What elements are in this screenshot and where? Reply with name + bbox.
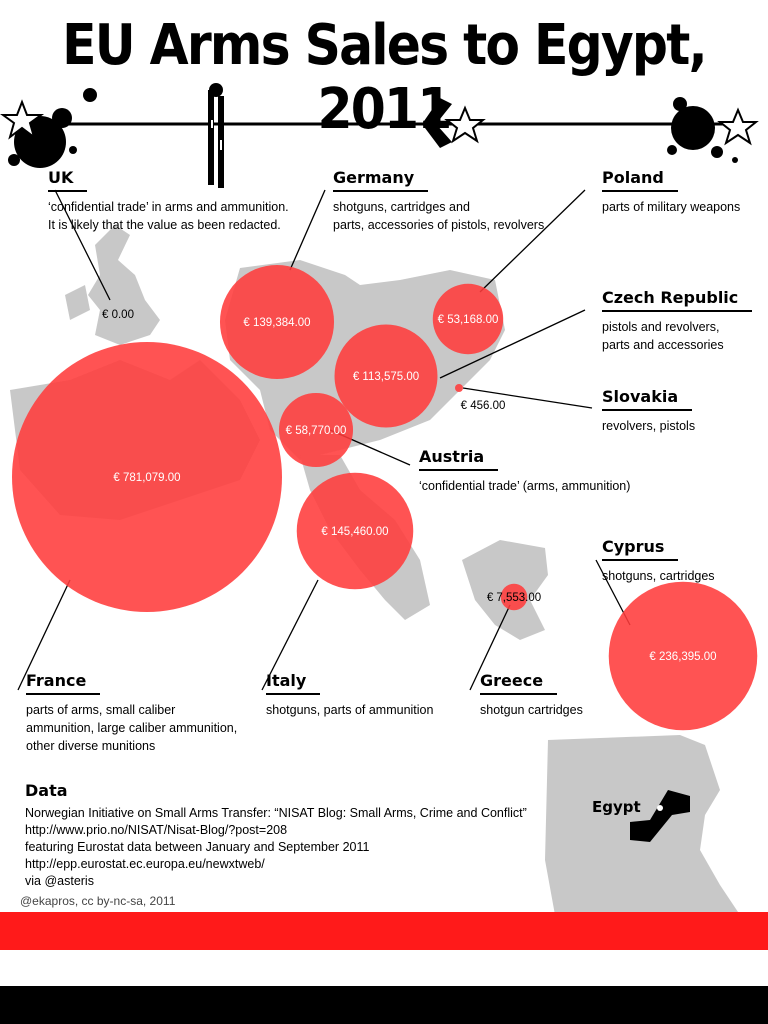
ink-splat-left-icon [0, 88, 97, 168]
value-label-austria: € 58,770.00 [286, 425, 347, 437]
red-band [0, 912, 768, 950]
egypt-label: Egypt [592, 798, 641, 816]
country-desc: shotguns, cartridges and parts, accessor… [333, 200, 545, 232]
bubble-poland [432, 283, 504, 355]
page-title: EU Arms Sales to Egypt, 2011 [62, 13, 707, 142]
country-name: Slovakia [602, 388, 693, 411]
bubbles-layer: € 0.00 € 139,384.00 € 53,168.00 € 113,575.0… [12, 264, 758, 731]
data-link[interactable]: http://epp.eurostat.ec.europa.eu/newxtwe… [25, 857, 265, 871]
value-label-czech-republic: € 113,575.00 [353, 371, 419, 383]
country-desc: ‘confidential trade’ in arms and ammunit… [48, 200, 289, 232]
data-heading: Data [25, 781, 68, 800]
bubble-cyprus [608, 581, 758, 731]
country-desc: shotguns, parts of ammunition [266, 703, 434, 717]
value-label-italy: € 145,460.00 [321, 526, 388, 538]
value-label-uk: € 0.00 [102, 309, 134, 321]
country-desc: shotguns, cartridges [602, 569, 715, 583]
country-desc: ‘confidential trade’ (arms, ammunition) [419, 479, 631, 493]
country-name: Germany [333, 169, 429, 192]
value-label-greece: € 7,553.00 [487, 592, 541, 604]
country-desc: parts of military weapons [602, 200, 741, 214]
value-label-germany: € 139,384.00 [243, 317, 310, 329]
country-name: Greece [480, 672, 558, 695]
data-section: Data Norwegian Initiative on Small Arms … [25, 782, 527, 890]
bubble-germany [219, 264, 335, 380]
country-name: Czech Republic [602, 289, 753, 312]
uk-shape [88, 225, 160, 345]
label-uk: UK ‘confidential trade’ in arms and ammu… [48, 169, 289, 234]
country-desc: shotgun cartridges [480, 703, 583, 717]
label-poland: Poland parts of military weapons [602, 169, 740, 216]
value-label-france: € 781,079.00 [113, 472, 180, 484]
label-france: France parts of arms, small caliber ammu… [26, 672, 237, 755]
label-italy: Italy shotguns, parts of ammunition [266, 672, 433, 719]
label-slovakia: Slovakia revolvers, pistols [602, 388, 695, 435]
country-name: Italy [266, 672, 321, 695]
country-name: France [26, 672, 101, 695]
value-label-cyprus: € 236,395.00 [649, 651, 716, 663]
data-line: Norwegian Initiative on Small Arms Trans… [25, 806, 527, 820]
bubble-slovakia [455, 384, 463, 392]
ireland-shape [65, 285, 90, 320]
credit: @ekapros, cc by-nc-sa, 2011 [20, 894, 176, 908]
bubble-greece [500, 583, 528, 611]
bubble-czech-republic [334, 324, 438, 428]
value-label-slovakia: € 456.00 [461, 400, 506, 412]
label-austria: Austria ‘confidential trade’ (arms, ammu… [419, 448, 630, 495]
country-name: UK [48, 169, 88, 192]
country-name: Austria [419, 448, 499, 471]
data-line: featuring Eurostat data between January … [25, 840, 370, 854]
label-cyprus: Cyprus shotguns, cartridges [602, 538, 715, 585]
country-name: Cyprus [602, 538, 679, 561]
data-link[interactable]: http://www.prio.no/NISAT/Nisat-Blog/?pos… [25, 823, 288, 837]
country-desc: parts of arms, small caliber ammunition,… [26, 703, 238, 753]
data-line: via @asteris [25, 874, 94, 888]
bubble-austria [278, 392, 354, 468]
bubble-italy [296, 472, 414, 590]
ink-splat-right-icon [667, 97, 759, 163]
ink-drips-icon [208, 83, 224, 188]
weapon-icon [630, 790, 690, 842]
country-name: Poland [602, 169, 678, 192]
label-czech-republic: Czech Republic pistols and revolvers, pa… [602, 289, 753, 354]
label-germany: Germany shotguns, cartridges and parts, … [333, 169, 544, 234]
country-desc: pistols and revolvers, parts and accesso… [602, 320, 724, 352]
stars-center-icon [422, 98, 486, 148]
country-desc: revolvers, pistols [602, 419, 696, 433]
value-label-poland: € 53,168.00 [438, 314, 499, 326]
bubble-france [12, 342, 282, 612]
label-greece: Greece shotgun cartridges [480, 672, 583, 719]
black-band [0, 986, 768, 1024]
